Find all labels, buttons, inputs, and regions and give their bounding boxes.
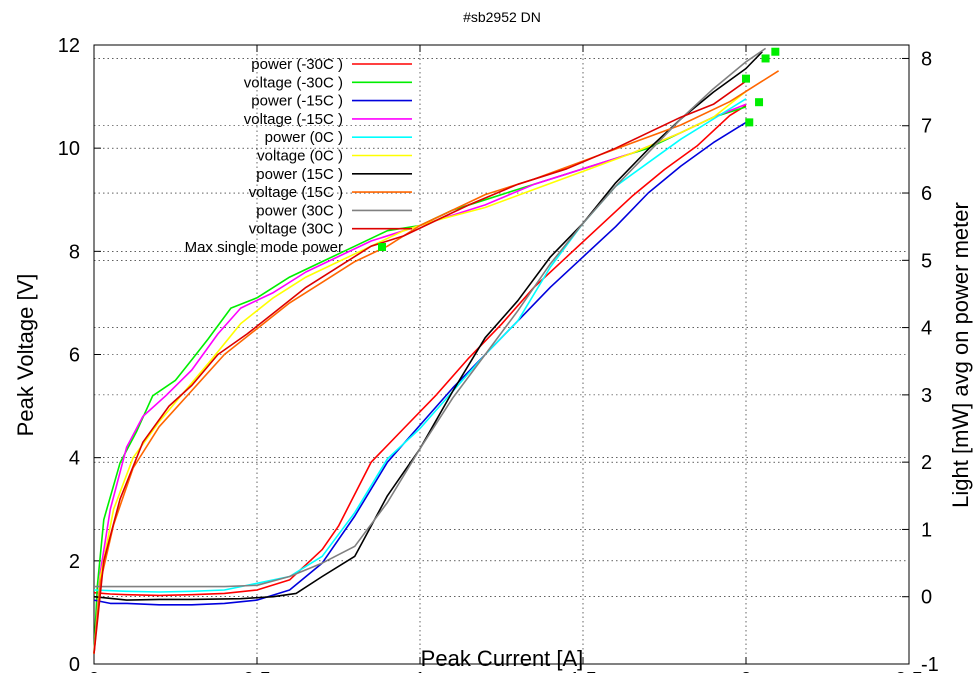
series-group [93,47,780,654]
x-axis-ticks: 0 0.5 1 1.5 2 2.5 [88,45,923,673]
max-single-mode-marker [771,47,780,56]
y-axis-title: Peak Voltage [V] [13,274,38,437]
x-tick-label: 2 [740,669,751,673]
y2-tick-label: 0 [921,587,932,609]
max-single-mode-marker [745,118,754,127]
y2-tick-label: 4 [921,318,932,340]
x-tick-label: 1 [414,669,425,673]
y2-tick-label: 5 [921,250,932,272]
series-line-1 [93,104,747,597]
legend-label: power (30C ) [256,202,343,219]
y2-tick-label: 6 [921,183,932,205]
y2-tick-label: 3 [921,385,932,407]
legend-marker-swatch [378,243,386,251]
y-tick-label: 10 [58,138,80,160]
y2-axis-title: Light [mW] avg on power meter [948,202,973,508]
legend-label: voltage (15C ) [249,184,343,201]
legend-label: power (-15C ) [251,93,343,110]
chart-title: #sb2952 DN [463,9,541,25]
x-tick-label: 2.5 [895,669,923,673]
x-axis-title: Peak Current [A] [421,646,584,671]
max-single-mode-marker [755,98,764,107]
legend-label: power (-30C ) [251,56,343,73]
y2-axis-ticks: -1 0 1 2 3 4 5 6 7 8 [902,48,939,673]
y2-tick-label: 1 [921,519,932,541]
series-line-9 [94,47,767,588]
x-tick-label: 1.5 [569,669,597,673]
series-line-4 [93,103,747,654]
legend-label: power (15C ) [256,166,343,183]
x-tick-label: 0 [88,669,99,673]
series-line-10 [93,80,747,654]
series-line-7 [93,51,763,601]
legend-label: power (0C ) [265,129,343,146]
marker-group [742,47,780,127]
y2-tick-label: -1 [921,654,939,673]
y-tick-label: 2 [69,551,80,573]
max-single-mode-marker [761,54,770,63]
series-line-5 [93,98,747,593]
legend-label: voltage (30C ) [249,221,343,238]
legend-label: voltage (-15C ) [244,111,343,128]
legend-label: voltage (0C ) [257,148,343,165]
y2-tick-label: 7 [921,116,932,138]
y-axis-ticks: 0 2 4 6 8 10 12 [58,35,101,673]
y2-tick-label: 8 [921,48,932,70]
y-tick-label: 12 [58,35,80,57]
y-tick-label: 0 [69,654,80,673]
max-single-mode-marker [742,74,750,83]
x-tick-label: 0.5 [243,669,271,673]
series-line-8 [93,70,780,654]
legend: power (-30C )voltage (-30C ) power (-15C … [185,56,412,256]
legend-label: Max single mode power [185,239,343,256]
y-tick-label: 8 [69,241,80,263]
y-tick-label: 6 [69,345,80,367]
y2-tick-label: 2 [921,452,932,474]
legend-label: voltage (-30C ) [244,74,343,91]
y-tick-label: 4 [69,448,80,470]
